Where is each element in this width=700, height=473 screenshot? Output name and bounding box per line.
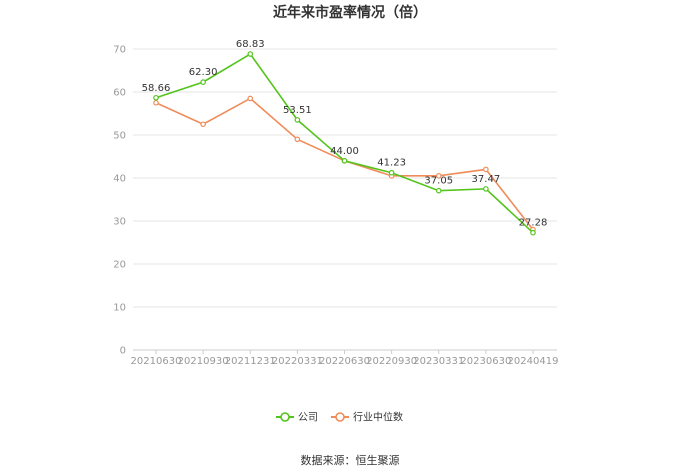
data-point[interactable]	[153, 94, 159, 101]
y-tick-label: 10	[113, 303, 126, 314]
x-tick-label: 20230331	[413, 356, 464, 367]
legend-marker	[280, 412, 290, 422]
y-tick-label: 70	[113, 45, 126, 56]
x-tick-label: 20210930	[178, 356, 229, 367]
series-layer	[153, 51, 536, 236]
data-labels: 58.66 62.30 68.83 53.51 44.00 41.23 37.05 37.47…	[142, 39, 548, 229]
data-point[interactable]	[530, 229, 536, 236]
data-point[interactable]	[200, 79, 206, 85]
y-tick-label: 50	[113, 131, 126, 142]
data-point[interactable]	[341, 158, 348, 164]
legend-marker	[335, 412, 345, 422]
legend-item-0[interactable]: 公司	[276, 412, 318, 424]
x-tick-label: 20240419	[508, 356, 559, 367]
x-tick-label: 20220930	[366, 356, 417, 367]
data-point[interactable]	[483, 186, 489, 192]
data-label: 44.00	[330, 146, 359, 157]
y-axis-ticks: 0 10 20 30 40 50 60 70	[113, 45, 126, 357]
legend-label: 公司	[298, 413, 318, 424]
legend-item-1[interactable]: 行业中位数	[331, 411, 403, 424]
x-tick-label: 20210630	[131, 356, 182, 367]
data-point[interactable]	[388, 169, 395, 176]
data-point[interactable]	[247, 51, 254, 57]
source-note: 数据来源：恒生聚源	[301, 453, 400, 467]
series-line-0	[155, 52, 534, 234]
chart-title: 近年来市盈率情况（倍）	[273, 4, 427, 21]
series-line-1	[155, 97, 534, 231]
data-label: 37.47	[472, 174, 501, 185]
data-point[interactable]	[435, 173, 442, 179]
data-label: 27.28	[519, 218, 548, 229]
data-point[interactable]	[247, 95, 254, 102]
x-tick-label: 20220331	[272, 356, 323, 367]
grid-lines	[133, 48, 557, 308]
legend-label: 行业中位数	[353, 411, 403, 424]
data-label: 53.51	[283, 105, 312, 116]
y-tick-label: 40	[113, 174, 126, 185]
x-tick-label: 20211231	[225, 356, 276, 367]
data-label: 62.30	[189, 67, 218, 78]
data-label: 58.66	[142, 83, 171, 94]
data-point[interactable]	[483, 166, 489, 173]
data-point[interactable]	[294, 117, 301, 123]
x-axis-ticks: 2021063020210930202112312022033120220630…	[131, 350, 559, 367]
data-label: 41.23	[377, 158, 406, 169]
data-point[interactable]	[153, 99, 159, 106]
data-label: 68.83	[236, 39, 265, 50]
x-tick-label: 20230630	[460, 356, 511, 367]
y-tick-label: 0	[120, 346, 126, 357]
y-tick-label: 30	[113, 217, 126, 228]
x-tick-label: 20220630	[319, 356, 370, 367]
data-point[interactable]	[200, 121, 206, 128]
legend[interactable]: 公司 行业中位数	[276, 411, 403, 424]
data-label: 37.05	[424, 176, 453, 187]
data-point[interactable]	[435, 187, 442, 194]
y-tick-label: 20	[113, 260, 126, 271]
y-tick-label: 60	[113, 88, 126, 99]
data-point[interactable]	[294, 136, 301, 143]
